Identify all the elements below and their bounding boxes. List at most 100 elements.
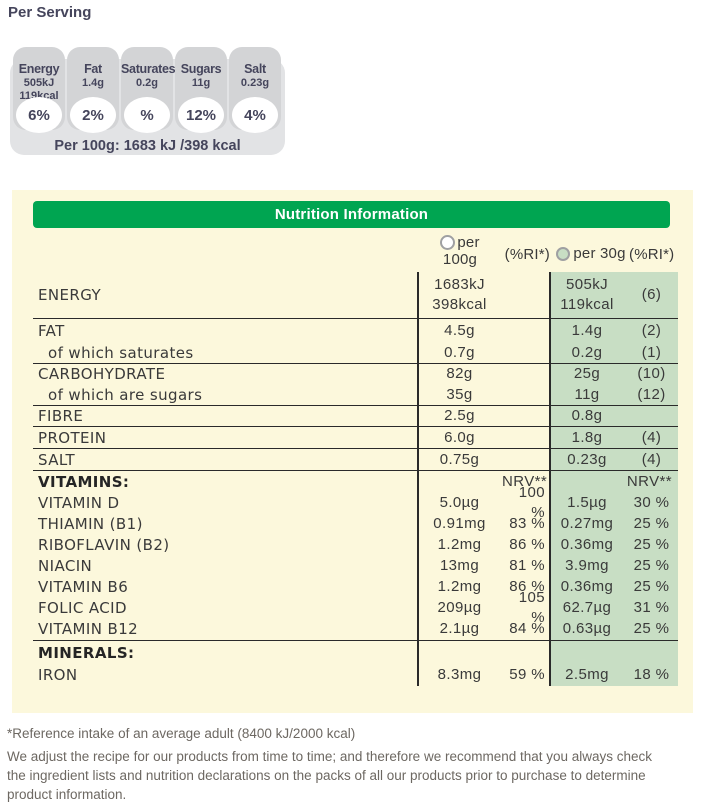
row-label: FIBRE: [38, 407, 84, 425]
value-per-30g: 0.2g: [571, 343, 603, 361]
gda-badge-label: Sugars: [180, 62, 222, 76]
cell-line: 505kJ: [565, 276, 609, 293]
table-row-vitamin-d: VITAMIN D 5.0µg 100 % 1.5µg 30 %: [33, 484, 678, 521]
value-per-100g: 8.3mg: [437, 666, 482, 683]
row-label: VITAMIN B6: [38, 577, 129, 596]
ri-per-30g: NRV**: [626, 472, 672, 490]
gda-badge-label: Saturates: [121, 62, 176, 76]
ri-per-100g: 86 %: [509, 535, 545, 553]
gda-badge-salt: Salt 0.23g 4%: [229, 47, 281, 139]
ri-per-30g: 25 %: [633, 620, 670, 637]
value-per-30g: 0.36mg: [560, 535, 614, 553]
footnote-reference-intake: *Reference intake of an average adult (8…: [7, 726, 356, 741]
table-vertical-divider-1: [417, 272, 419, 686]
row-label: of which saturates: [48, 343, 194, 362]
value-per-30g: 3.9mg: [565, 556, 609, 574]
ri-per-100g: 84 %: [509, 620, 545, 637]
ri-per-30g: (1): [641, 343, 662, 361]
table-row-carbohydrate: CARBOHYDRATE 82g 25g (10): [33, 363, 678, 384]
ri-per-100g: 86 %: [509, 577, 545, 595]
value-per-30g: 0.23g: [567, 450, 607, 468]
ri-per-100g: 83 %: [509, 514, 545, 532]
per-serving-title: Per Serving: [8, 4, 92, 21]
table-row-folic-acid: FOLIC ACID 209µg 105 % 62.7µg 31 %: [33, 589, 678, 626]
value-per-100g: 35g: [446, 385, 473, 403]
gda-badge-saturates: Saturates 0.2g%: [121, 47, 176, 139]
value-per-30g: 0.36mg: [560, 577, 614, 595]
ri-per-30g: 25 %: [633, 577, 670, 595]
per-100g-radio-icon[interactable]: [440, 235, 456, 250]
table-row-vitamin-b6: VITAMIN B6 1.2mg 86 % 0.36mg 25 %: [33, 576, 678, 597]
value-per-100g: 1683kJ 398kcal: [417, 275, 502, 315]
value-per-30g: 0.27mg: [560, 514, 614, 532]
row-label: FOLIC ACID: [38, 598, 127, 617]
gda-badge-percent-oval: %: [124, 97, 170, 133]
gda-badge-fat: Fat 1.4g 2%: [67, 47, 119, 139]
value-per-100g: 82g: [446, 365, 473, 382]
gda-badge-value: 0.23g: [240, 77, 270, 89]
value-per-100g: 2.1µg: [439, 620, 480, 637]
gda-badge-percent: %: [140, 106, 154, 124]
gda-badge-label: Energy: [18, 62, 60, 76]
value-per-100g: 1.2mg: [437, 577, 482, 595]
per-30g-radio-icon[interactable]: [556, 246, 571, 261]
gda-badge-value: 505kJ: [23, 77, 55, 89]
table-row-of-which-saturates: of which saturates 0.7g 0.2g (1): [33, 342, 678, 363]
value-per-100g: 5.0µg: [439, 493, 480, 511]
table-row-minerals: MINERALS:: [33, 640, 678, 664]
table-row-fat: FAT 4.5g 1.4g (2): [33, 318, 678, 342]
ri-per-30g: (10): [637, 365, 666, 382]
table-row-energy: ENERGY 1683kJ 398kcal 505kJ 119kcal (6): [33, 272, 678, 318]
gda-badge-energy: Energy 505kJ 119kcal 6%: [13, 47, 65, 139]
value-per-100g: 4.5g: [444, 321, 475, 339]
value-per-100g: 0.7g: [444, 343, 475, 361]
ri-per-100g: 81 %: [509, 556, 545, 574]
row-label: IRON: [38, 666, 78, 684]
ri-per-30g: (4): [641, 428, 662, 446]
row-label: VITAMIN B12: [38, 620, 139, 638]
gda-badge-sugars: Sugars 11g 12%: [175, 47, 227, 139]
value-per-100g: 2.5g: [444, 407, 475, 424]
table-row-niacin: NIACIN 13mg 81 % 3.9mg 25 %: [33, 555, 678, 576]
table-row-protein: PROTEIN 6.0g 1.8g (4): [33, 426, 678, 448]
table-row-riboflavin-b2: RIBOFLAVIN (B2) 1.2mg 86 % 0.36mg 25 %: [33, 534, 678, 555]
column-header-per-30g: per 30g: [549, 245, 633, 262]
value-per-100g: 209µg: [437, 598, 482, 616]
ri-per-30g: 30 %: [633, 493, 670, 511]
nutrition-title-bar: Nutrition Information: [33, 201, 670, 228]
ri-per-100g: 100 %: [518, 483, 545, 521]
value-per-30g: 1.4g: [571, 321, 603, 339]
row-label: PROTEIN: [38, 428, 107, 447]
gda-badge-value: 11g: [191, 77, 211, 89]
row-label: THIAMIN (B1): [38, 514, 143, 533]
table-vertical-divider-2: [549, 272, 551, 686]
gda-badge-percent: 2%: [82, 106, 104, 124]
per-30g-highlight-column: [549, 272, 678, 686]
gda-badge-value: 1.4g: [81, 77, 104, 89]
cell-line: 398kcal: [432, 296, 487, 313]
row-label: SALT: [38, 450, 76, 469]
row-label: MINERALS:: [38, 643, 135, 662]
column-header-ri-30g: (%RI*): [629, 246, 675, 263]
gda-badge-percent: 12%: [185, 106, 217, 124]
row-label: VITAMINS:: [38, 472, 130, 491]
gda-badge-percent-oval: 6%: [16, 97, 62, 133]
ri-per-30g: 25 %: [633, 556, 670, 574]
footnote-disclaimer: We adjust the recipe for our products fr…: [7, 749, 653, 802]
gda-badge-percent: 4%: [244, 106, 266, 124]
cell-line: 1683kJ: [434, 276, 485, 293]
row-label: CARBOHYDRATE: [38, 365, 166, 383]
row-label: NIACIN: [38, 556, 93, 575]
row-label: VITAMIN D: [38, 493, 120, 512]
value-per-100g: 0.75g: [439, 450, 480, 468]
nutrition-rows: ENERGY 1683kJ 398kcal 505kJ 119kcal (6) FAT 4.5…: [33, 272, 678, 686]
table-row-thiamin-b1: THIAMIN (B1) 0.91mg 83 % 0.27mg 25 %: [33, 513, 678, 534]
gda-badge-percent-oval: 12%: [178, 97, 224, 133]
ri-per-30g: (2): [641, 321, 662, 339]
column-header-ri-100g: (%RI*): [504, 246, 550, 263]
gda-badge-label: Salt: [244, 62, 266, 76]
column-header-per-100g: per 100g: [417, 234, 503, 268]
ri-per-30g: 25 %: [633, 535, 670, 553]
ri-per-30g: 18 %: [633, 666, 670, 683]
